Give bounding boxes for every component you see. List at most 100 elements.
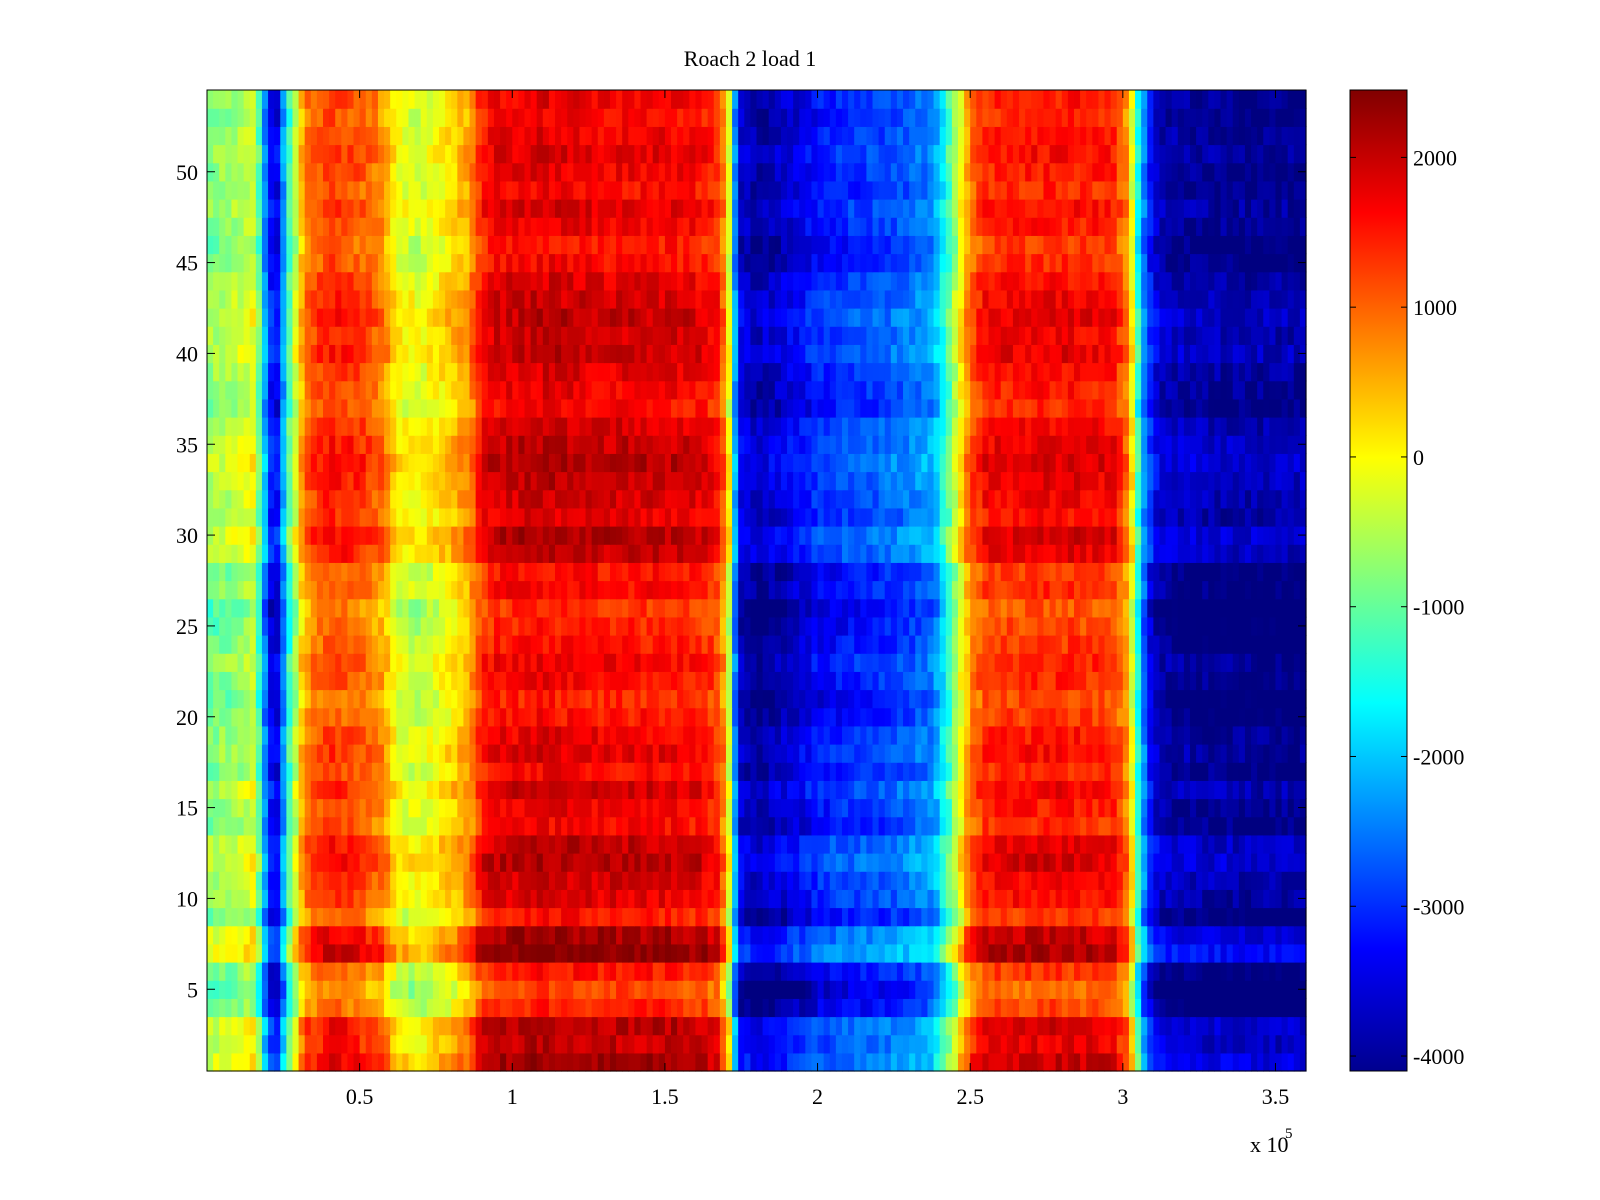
heatmap-cell [1263,889,1270,909]
heatmap-cell [384,762,391,781]
heatmap-cell [1269,962,1277,981]
heatmap-cell [1086,653,1093,672]
heatmap-cell [451,598,458,618]
heatmap-cell [1147,998,1154,1018]
heatmap-cell [213,598,220,618]
heatmap-cell [1055,1052,1063,1072]
heatmap-cell [640,907,648,927]
heatmap-cell [1275,998,1283,1018]
heatmap-cell [323,1052,330,1072]
heatmap-cell [426,980,434,999]
heatmap-cell [768,653,776,672]
heatmap-cell [1183,1016,1191,1036]
heatmap-cell [872,962,880,981]
heatmap-cell [970,616,977,636]
heatmap-cell [255,671,263,691]
heatmap-cell [951,780,959,800]
heatmap-cell [1067,871,1075,890]
heatmap-cell [219,671,226,691]
heatmap-cell [1299,635,1307,654]
heatmap-cell [1067,580,1075,600]
heatmap-cell [493,907,501,927]
heatmap-cell [1183,907,1191,927]
heatmap-cell [829,998,837,1018]
heatmap-cell [988,798,996,818]
heatmap-cell [671,580,678,600]
heatmap-cell [585,980,593,999]
heatmap-cell [1147,780,1154,800]
heatmap-cell [683,853,690,872]
heatmap-cell [268,725,275,745]
heatmap-cell [799,689,806,709]
heatmap-cell [774,925,782,945]
heatmap-cell [976,635,984,654]
heatmap-cell [316,1052,324,1072]
heatmap-cell [671,780,678,800]
heatmap-cell [988,744,996,763]
heatmap-cell [762,1052,770,1072]
heatmap-cell [500,562,507,582]
heatmap-cell [640,1034,648,1054]
heatmap-cell [1019,689,1026,709]
heatmap-cell [292,889,300,909]
heatmap-cell [780,1016,788,1036]
heatmap-cell [561,853,568,872]
heatmap-cell [1110,744,1118,763]
heatmap-cell [1104,580,1112,600]
heatmap-cell [542,1052,550,1072]
heatmap-cell [1183,1052,1191,1072]
heatmap-cell [1208,980,1216,999]
heatmap-cell [1019,962,1026,981]
heatmap-cell [1037,707,1045,727]
heatmap-cell [1147,889,1154,909]
heatmap-cell [1092,943,1100,963]
heatmap-cell [1055,871,1063,890]
heatmap-cell [750,671,758,691]
heatmap-cell [744,962,751,981]
heatmap-cell [1220,635,1228,654]
heatmap-cell [1006,635,1014,654]
heatmap-cell [500,635,507,654]
heatmap-cell [500,943,507,963]
heatmap-cell [780,943,788,963]
heatmap-cell [628,725,635,745]
heatmap-cell [298,780,306,800]
heatmap-cell [536,889,544,909]
heatmap-cell [1012,707,1020,727]
heatmap-cell [1238,580,1246,600]
heatmap-cell [982,798,990,818]
heatmap-cell [1293,762,1301,781]
heatmap-cell [286,671,294,691]
heatmap-cell [457,980,465,999]
heatmap-cell [237,762,245,781]
heatmap-cell [1037,744,1045,763]
heatmap-cell [1031,925,1038,945]
heatmap-cell [982,834,990,854]
heatmap-cell [207,871,214,890]
heatmap-cell [609,907,617,927]
heatmap-cell [445,780,452,800]
heatmap-cell [878,1052,886,1072]
heatmap-cell [353,871,361,890]
heatmap-cell [261,744,269,763]
heatmap-cell [475,744,483,763]
heatmap-cell [732,1052,739,1072]
heatmap-cell [463,834,471,854]
heatmap-cell [597,562,605,582]
heatmap-cell [323,907,330,927]
heatmap-cell [408,707,416,727]
heatmap-cell [1073,1016,1081,1036]
heatmap-cell [347,834,355,854]
heatmap-cell [561,816,568,836]
heatmap-cell [1244,871,1252,890]
heatmap-cell [957,616,965,636]
heatmap-cell [1080,689,1087,709]
heatmap-cell [1251,616,1258,636]
heatmap-cell [1043,998,1051,1018]
heatmap-cell [1000,798,1008,818]
heatmap-cell [756,998,764,1018]
heatmap-cell [365,671,373,691]
heatmap-cell [1281,707,1289,727]
heatmap-cell [933,962,941,981]
heatmap-cell [1061,907,1069,927]
